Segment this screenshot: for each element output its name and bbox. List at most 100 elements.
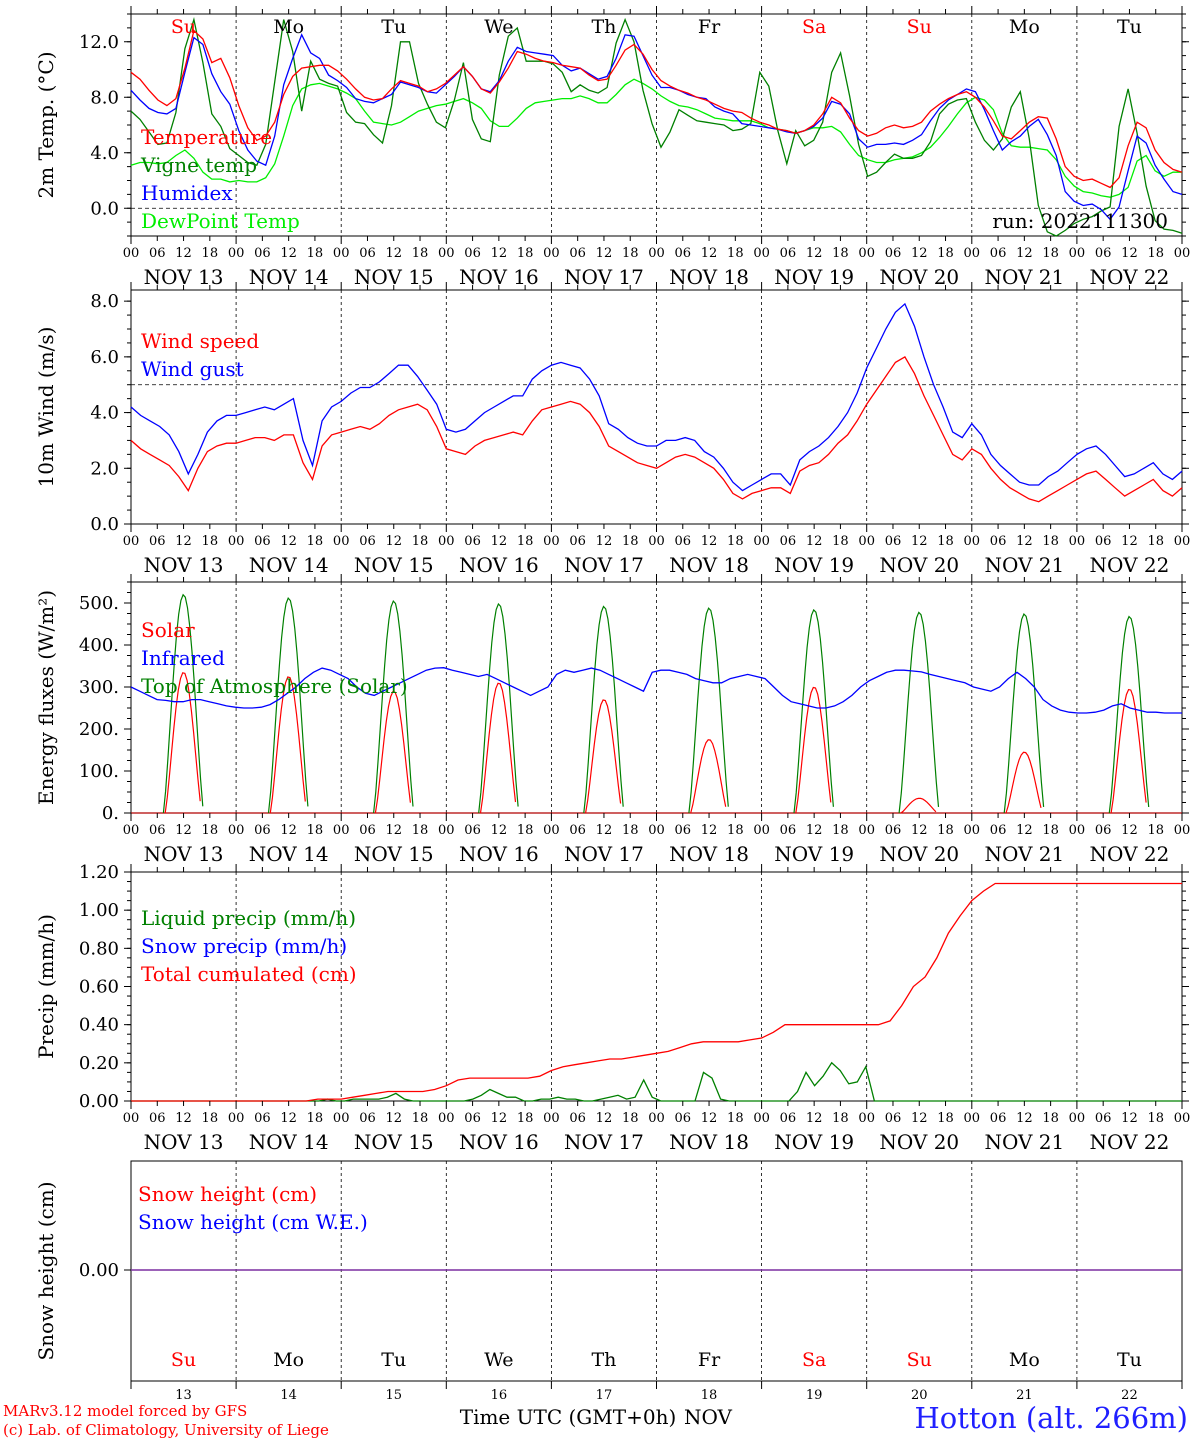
legend-humidex: Humidex <box>141 181 233 205</box>
hour-tick-label: 06 <box>149 1111 166 1126</box>
hour-tick-label: 00 <box>1174 246 1191 261</box>
hour-tick-label: 12 <box>280 534 297 549</box>
hour-tick-label: 18 <box>832 1111 849 1126</box>
weekday-label: Mo <box>273 16 304 38</box>
solar-curve <box>900 797 937 814</box>
hour-tick-label: 00 <box>1069 1111 1086 1126</box>
hour-tick-label: 18 <box>832 246 849 261</box>
hour-tick-label: 18 <box>727 246 744 261</box>
date-label: NOV 13 <box>144 842 224 866</box>
hour-tick-label: 06 <box>1095 246 1112 261</box>
date-label: NOV 17 <box>564 1130 644 1154</box>
hour-tick-label: 18 <box>517 1111 534 1126</box>
hour-tick-label: 06 <box>254 823 271 838</box>
hour-tick-label: 06 <box>780 823 797 838</box>
y-tick-label: 8.0 <box>90 291 119 312</box>
hour-tick-label: 12 <box>175 1111 192 1126</box>
hour-tick-label: 12 <box>596 823 613 838</box>
weekday-label: Mo <box>273 1349 304 1371</box>
hour-tick-label: 06 <box>675 823 692 838</box>
hour-tick-label: 00 <box>648 1111 665 1126</box>
hour-tick-label: 00 <box>438 534 455 549</box>
hour-tick-label: 12 <box>596 1111 613 1126</box>
hour-tick-label: 18 <box>307 823 324 838</box>
hour-tick-label: 00 <box>228 246 245 261</box>
hour-tick-label: 12 <box>806 246 823 261</box>
hour-tick-label: 00 <box>438 1111 455 1126</box>
legend-snow-precip-mm-h-: Snow precip (mm/h) <box>141 934 347 958</box>
hour-tick-label: 06 <box>464 534 481 549</box>
hour-tick-label: 12 <box>596 534 613 549</box>
hour-tick-label: 00 <box>543 246 560 261</box>
weekday-label: We <box>484 16 513 38</box>
hour-tick-label: 00 <box>1069 534 1086 549</box>
solar-curve <box>585 699 622 814</box>
solar-curve <box>479 682 517 814</box>
hour-tick-label: 06 <box>780 1111 797 1126</box>
hour-tick-label: 00 <box>753 823 770 838</box>
hour-tick-label: 00 <box>228 1111 245 1126</box>
solar-curve <box>1110 688 1147 814</box>
hour-tick-label: 18 <box>1042 1111 1059 1126</box>
hour-tick-label: 00 <box>123 246 140 261</box>
date-label: NOV 15 <box>354 842 434 866</box>
hour-tick-label: 06 <box>1095 1111 1112 1126</box>
hour-tick-label: 06 <box>990 1111 1007 1126</box>
hour-tick-label: 18 <box>202 534 219 549</box>
date-label: NOV 16 <box>459 553 539 577</box>
hour-tick-label: 06 <box>569 1111 586 1126</box>
hour-tick-label: 18 <box>307 534 324 549</box>
day-number-label: 13 <box>175 1388 192 1403</box>
hour-tick-label: 06 <box>464 1111 481 1126</box>
hour-tick-label: 06 <box>359 246 376 261</box>
hour-tick-label: 12 <box>1121 246 1138 261</box>
date-label: NOV 18 <box>669 842 749 866</box>
hour-tick-label: 12 <box>911 534 928 549</box>
date-label: NOV 18 <box>669 553 749 577</box>
toa-solar-curve <box>793 608 834 814</box>
hour-tick-label: 06 <box>990 534 1007 549</box>
date-label: NOV 17 <box>564 553 644 577</box>
hour-tick-label: 00 <box>333 1111 350 1126</box>
weekday-label: Tu <box>381 1349 406 1371</box>
day-number-label: 18 <box>701 1388 718 1403</box>
date-label: NOV 22 <box>1090 842 1170 866</box>
y-tick-label: 0.00 <box>79 1260 119 1281</box>
hour-tick-label: 12 <box>1016 534 1033 549</box>
toa-solar-curve <box>478 602 519 814</box>
hour-tick-label: 00 <box>123 823 140 838</box>
hour-tick-label: 18 <box>412 823 429 838</box>
credit-line-1: MARv3.12 model forced by GFS <box>3 1402 247 1420</box>
legend-wind-gust: Wind gust <box>141 357 244 381</box>
hour-tick-label: 00 <box>1174 534 1191 549</box>
hour-tick-label: 18 <box>1147 823 1164 838</box>
y-tick-label: 0.00 <box>79 1091 119 1112</box>
day-number-label: 19 <box>806 1388 823 1403</box>
toa-solar-curve <box>162 593 204 814</box>
y-axis-label: Precip (mm/h) <box>34 914 58 1059</box>
weekday-label: We <box>484 1349 513 1371</box>
hour-tick-label: 06 <box>1095 534 1112 549</box>
legend-temperature: Temperature <box>141 125 272 149</box>
y-tick-label: 300. <box>79 677 119 698</box>
hour-tick-label: 06 <box>254 246 271 261</box>
hour-tick-label: 12 <box>701 246 718 261</box>
hour-tick-label: 00 <box>964 823 981 838</box>
run-label: run: 2022111300 <box>992 209 1168 233</box>
y-tick-label: 4.0 <box>90 403 119 424</box>
hour-tick-label: 12 <box>491 246 508 261</box>
y-tick-label: 4.0 <box>90 143 119 164</box>
hour-tick-label: 18 <box>832 823 849 838</box>
hour-tick-label: 00 <box>123 1111 140 1126</box>
hour-tick-label: 00 <box>964 246 981 261</box>
hour-tick-label: 12 <box>806 823 823 838</box>
hour-tick-label: 06 <box>569 823 586 838</box>
date-label: NOV 16 <box>459 842 539 866</box>
hour-tick-label: 18 <box>727 534 744 549</box>
y-tick-label: 0.80 <box>79 938 119 959</box>
hour-tick-label: 18 <box>202 246 219 261</box>
hour-tick-label: 06 <box>149 246 166 261</box>
weekday-label: Th <box>591 1349 616 1371</box>
hour-tick-label: 18 <box>937 823 954 838</box>
